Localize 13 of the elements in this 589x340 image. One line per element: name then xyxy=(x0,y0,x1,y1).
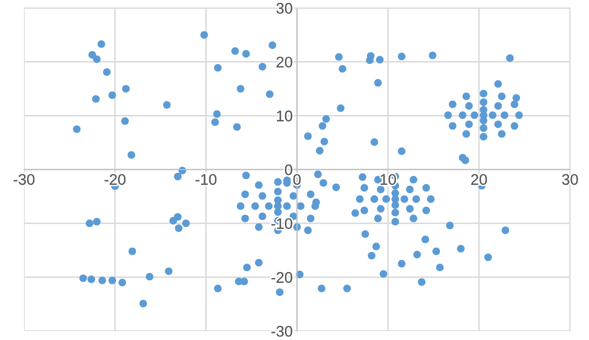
y-tick-label: -10 xyxy=(271,218,292,230)
y-tick-label: -20 xyxy=(271,272,292,283)
y-tick-label: 30 xyxy=(276,2,292,14)
x-tick-label: -10 xyxy=(196,174,216,185)
x-tick-label: -30 xyxy=(14,174,34,185)
x-tick-label: 30 xyxy=(562,174,578,185)
x-tick-label: 0 xyxy=(293,174,301,185)
x-tick-label: -20 xyxy=(104,174,126,185)
x-tick-label: 20 xyxy=(471,174,487,185)
y-tick-label: -30 xyxy=(271,326,292,337)
y-tick-label: 0 xyxy=(284,164,292,176)
y-tick-label: 20 xyxy=(276,56,292,68)
y-tick-label: 10 xyxy=(277,110,292,122)
